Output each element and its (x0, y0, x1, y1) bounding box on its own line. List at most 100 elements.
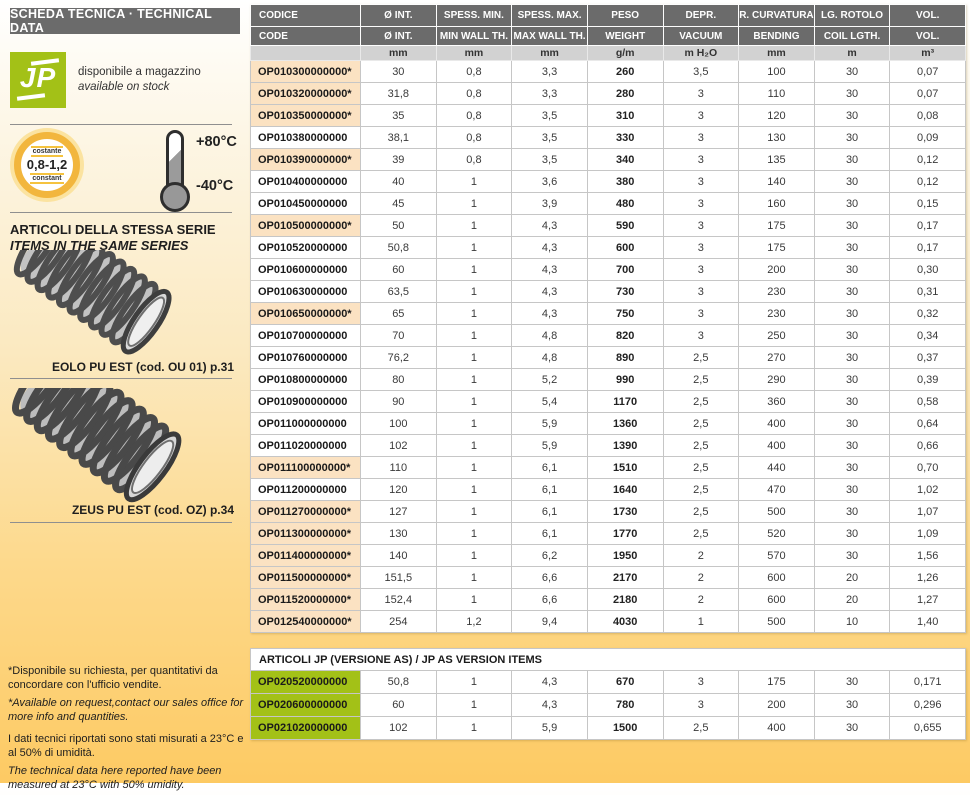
unit-cell: g/m (586, 45, 664, 61)
constant-diameter-badge: costante 0,8-1,2 constant (14, 132, 80, 198)
cell-value: 45 (360, 192, 437, 215)
thermometer-stem (166, 130, 184, 188)
cell-value: 0,8 (435, 82, 513, 105)
col-header: SPESS. MIN. (435, 4, 513, 27)
cell-value: 1 (435, 390, 513, 413)
product-code: OP010390000000* (250, 148, 361, 171)
cell-value: 3 (662, 324, 740, 347)
table-row: OP011400000000* 140 1 6,2 1950 2 570 30 1,56 (250, 544, 966, 567)
cell-value: 0,32 (889, 302, 966, 325)
cell-value: 50 (360, 214, 437, 237)
cell-value: 60 (360, 693, 437, 717)
cell-value: 127 (360, 500, 437, 523)
product-code: OP020520000000 (250, 670, 361, 694)
cell-value: 5,9 (511, 434, 588, 457)
cell-value: 1,2 (435, 610, 513, 633)
related-item-eolo: EOLO PU EST (cod. OU 01) p.31 (51, 360, 234, 374)
cell-value: 480 (586, 192, 664, 215)
badge-label-en: constant (30, 172, 64, 184)
cell-value: 65 (360, 302, 437, 325)
cell-value: 3 (662, 126, 740, 149)
cell-value: 0,07 (889, 60, 966, 83)
cell-value: 60 (360, 258, 437, 281)
cell-value: 1 (435, 716, 513, 740)
table-row: OP020520000000 50,8 1 4,3 670 3 175 30 0,171 (250, 670, 966, 694)
cell-value: 30 (813, 434, 891, 457)
stock-caption-it: disponibile a magazzino (78, 66, 201, 79)
cell-value: 6,1 (511, 456, 588, 479)
product-code: OP010900000000 (250, 390, 361, 413)
cell-value: 3 (662, 280, 740, 303)
cell-value: 400 (738, 434, 815, 457)
cell-value: 50,8 (360, 670, 437, 694)
product-code: OP011100000000* (250, 456, 361, 479)
cell-value: 100 (360, 412, 437, 435)
cell-value: 102 (360, 434, 437, 457)
table-row: OP011200000000 120 1 6,1 1640 2,5 470 30 1,02 (250, 478, 966, 501)
cell-value: 30 (813, 522, 891, 545)
logo-text: JP (19, 62, 57, 93)
cell-value: 1 (435, 588, 513, 611)
cell-value: 0,17 (889, 236, 966, 259)
cell-value: 3 (662, 258, 740, 281)
cell-value: 3 (662, 302, 740, 325)
col-header: CODICE (250, 4, 361, 27)
cell-value: 30 (813, 280, 891, 303)
cell-value: 140 (738, 170, 815, 193)
unit-cell: m H₂O (662, 45, 740, 61)
col-header: VACUUM (662, 26, 740, 46)
table-row: OP010400000000 40 1 3,6 380 3 140 30 0,12 (250, 170, 966, 193)
cell-value: 230 (738, 302, 815, 325)
cell-value: 50,8 (360, 236, 437, 259)
cell-value: 1 (435, 544, 513, 567)
cell-value: 1 (662, 610, 740, 633)
table-header: CODICE Ø INT. SPESS. MIN. SPESS. MAX. PE… (250, 4, 966, 61)
cell-value: 0,296 (889, 693, 966, 717)
cell-value: 1950 (586, 544, 664, 567)
unit-cell: m³ (889, 45, 966, 61)
table-row: OP010320000000* 31,8 0,8 3,3 280 3 110 30 0,07 (250, 82, 966, 105)
cell-value: 1,40 (889, 610, 966, 633)
cell-value: 0,34 (889, 324, 966, 347)
cell-value: 10 (813, 610, 891, 633)
cell-value: 30 (360, 60, 437, 83)
cell-value: 3 (662, 82, 740, 105)
product-code: OP021020000000 (250, 716, 361, 740)
cell-value: 200 (738, 693, 815, 717)
cell-value: 230 (738, 280, 815, 303)
cell-value: 1,02 (889, 478, 966, 501)
cell-value: 330 (586, 126, 664, 149)
cell-value: 6,6 (511, 588, 588, 611)
related-item-zeus: ZEUS PU EST (cod. OZ) p.34 (71, 503, 234, 517)
cell-value: 30 (813, 126, 891, 149)
cell-value: 30 (813, 192, 891, 215)
cell-value: 3,5 (662, 60, 740, 83)
product-code: OP010350000000* (250, 104, 361, 127)
table-row: OP010800000000 80 1 5,2 990 2,5 290 30 0,39 (250, 368, 966, 391)
cell-value: 5,9 (511, 412, 588, 435)
col-header: CODE (250, 26, 361, 46)
cell-value: 1 (435, 670, 513, 694)
cell-value: 76,2 (360, 346, 437, 369)
as-table-title-row: ARTICOLI JP (VERSIONE AS) / JP AS VERSIO… (250, 648, 966, 671)
cell-value: 31,8 (360, 82, 437, 105)
cell-value: 140 (360, 544, 437, 567)
cell-value: 280 (586, 82, 664, 105)
cell-value: 4,3 (511, 670, 588, 694)
cell-value: 4,8 (511, 324, 588, 347)
cell-value: 2,5 (662, 500, 740, 523)
table-row: OP010600000000 60 1 4,3 700 3 200 30 0,30 (250, 258, 966, 281)
cell-value: 30 (813, 60, 891, 83)
product-code: OP010450000000 (250, 192, 361, 215)
cell-value: 470 (738, 478, 815, 501)
col-header: DEPR. (662, 4, 740, 27)
cell-value: 340 (586, 148, 664, 171)
cell-value: 1 (435, 324, 513, 347)
footnote-availability-en: *Available on request,contact our sales … (8, 696, 244, 723)
cell-value: 30 (813, 148, 891, 171)
cell-value: 152,4 (360, 588, 437, 611)
cell-value: 0,30 (889, 258, 966, 281)
series-title: ARTICOLI DELLA STESSA SERIE ITEMS IN THE… (10, 222, 216, 255)
thermometer-icon (160, 130, 190, 212)
cell-value: 6,2 (511, 544, 588, 567)
